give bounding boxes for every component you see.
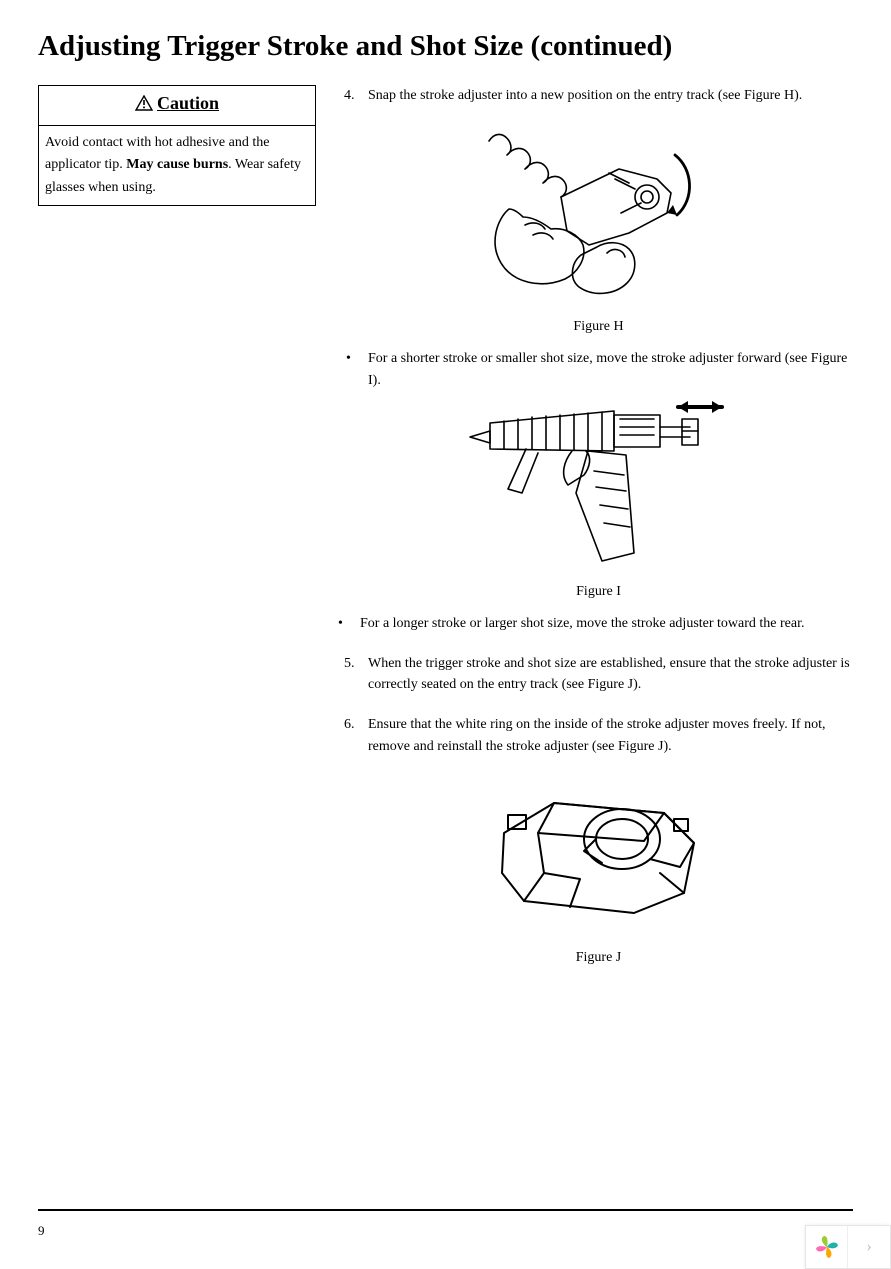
step-6: 6. Ensure that the white ring on the ins… [344,714,853,757]
figure-h-caption: Figure H [344,316,853,338]
step-5-text: When the trigger stroke and shot size ar… [368,653,853,696]
caution-text-bold: May cause burns [126,157,228,172]
step-6-text: Ensure that the white ring on the inside… [368,714,853,757]
step-5: 5. When the trigger stroke and shot size… [344,653,853,696]
figure-j-illustration [484,763,714,933]
floating-widget: › [805,1225,891,1269]
figure-i-caption: Figure I [344,581,853,603]
step-4: 4. Snap the stroke adjuster into a new p… [344,85,853,107]
page-title: Adjusting Trigger Stroke and Shot Size (… [38,30,853,63]
caution-body: Avoid contact with hot adhesive and the … [39,126,315,205]
step-6-number: 6. [344,714,368,757]
footer-rule [38,1209,853,1211]
figure-j-caption: Figure J [344,947,853,969]
widget-next-arrow-icon[interactable]: › [848,1226,890,1268]
figure-h-illustration [479,113,719,303]
caution-header: Caution [39,86,315,126]
main-column: 4. Snap the stroke adjuster into a new p… [344,85,853,979]
step-4-text: Snap the stroke adjuster into a new posi… [368,85,853,107]
figure-j: Figure J [344,763,853,968]
step-4-number: 4. [344,85,368,107]
caution-heading-text: Caution [157,93,219,113]
caution-box: Caution Avoid contact with hot adhesive … [38,85,316,206]
bullet-dot-icon: • [344,348,368,391]
warning-triangle-icon [135,91,153,120]
widget-logo-icon[interactable] [806,1226,848,1268]
step-5-number: 5. [344,653,368,696]
content-row: Caution Avoid contact with hot adhesive … [38,85,853,979]
figure-i-illustration [464,397,734,567]
bullet-dot-icon: • [336,613,360,635]
bullet-longer-stroke: • For a longer stroke or larger shot siz… [336,613,853,635]
page-number: 9 [38,1223,45,1239]
bullet-shorter-text: For a shorter stroke or smaller shot siz… [368,348,853,391]
bullet-longer-text: For a longer stroke or larger shot size,… [360,613,853,635]
figure-i: Figure I [344,397,853,602]
figure-h: Figure H [344,113,853,338]
bullet-shorter-stroke: • For a shorter stroke or smaller shot s… [344,348,853,391]
